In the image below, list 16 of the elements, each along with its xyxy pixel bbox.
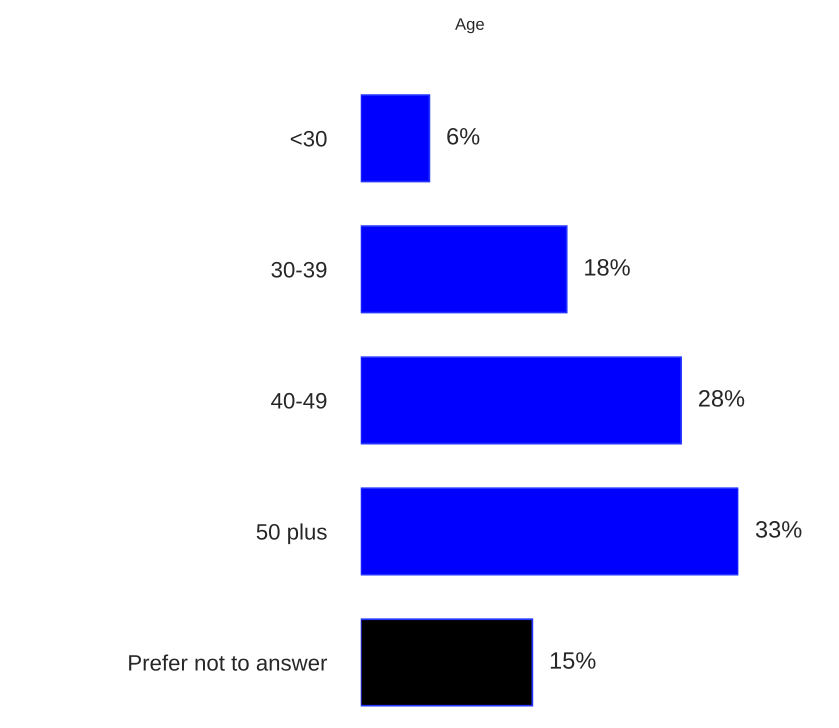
data-label: 6% xyxy=(447,128,480,145)
y-tick-label: 40-49 xyxy=(271,392,326,409)
bar xyxy=(360,94,430,182)
data-label: 28% xyxy=(698,390,744,407)
y-tick-label: Prefer not to answer xyxy=(129,654,328,671)
data-label: 15% xyxy=(550,652,596,669)
data-label: 18% xyxy=(585,258,630,276)
bar xyxy=(360,487,738,576)
y-tick-label: <30 xyxy=(290,130,327,147)
y-tick-label: 30-39 xyxy=(271,262,326,278)
y-tick-label: 50 plus xyxy=(256,523,327,544)
bar xyxy=(360,618,534,707)
bar xyxy=(360,225,568,314)
chart-title: Age xyxy=(455,18,484,34)
bar xyxy=(360,356,682,444)
data-label: 33% xyxy=(756,521,802,538)
